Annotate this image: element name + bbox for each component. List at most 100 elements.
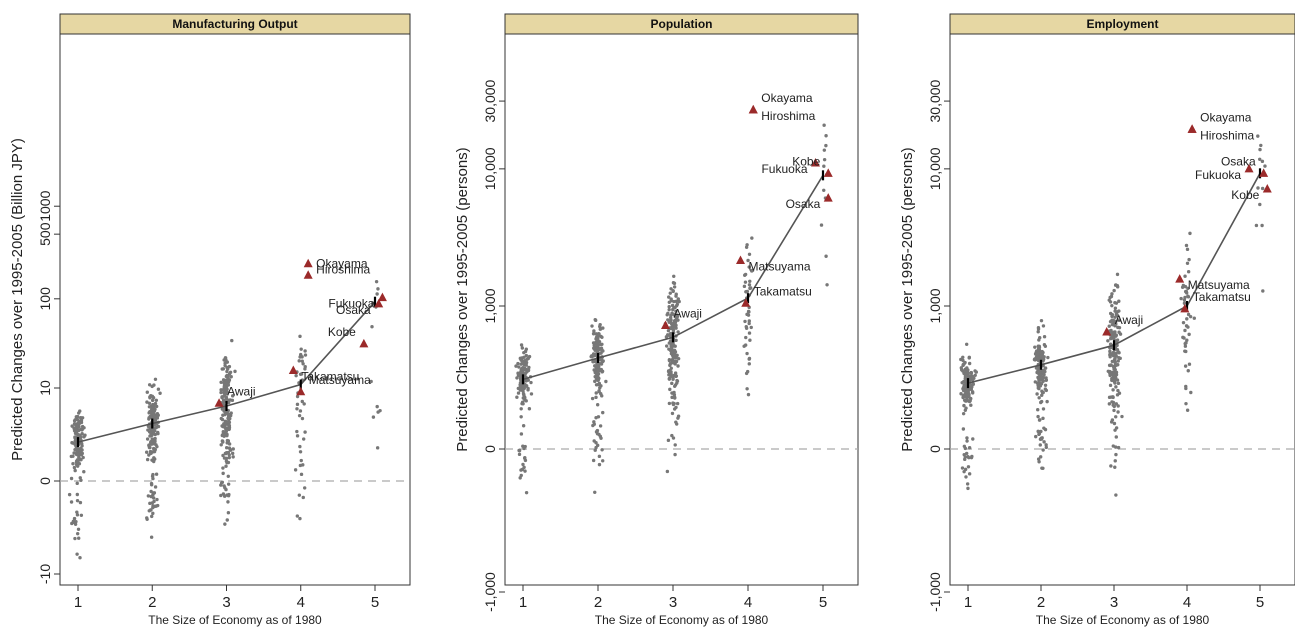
scatter-point [967,455,971,460]
scatter-point [145,516,149,520]
scatter-point [79,418,84,423]
scatter-point [1184,401,1188,406]
scatter-point [220,424,225,428]
scatter-point [1035,392,1039,396]
highlight-point-takamatsu [288,365,298,375]
scatter-point [967,472,972,476]
scatter-point [962,398,967,402]
scatter-point [590,396,595,401]
scatter-point [671,341,675,346]
scatter-point [672,285,677,289]
scatter-point [965,439,969,443]
scatter-point [597,332,601,336]
scatter-point [970,375,975,379]
scatter-point [973,373,977,377]
scatter-point [744,290,748,294]
scatter-point [1113,300,1117,305]
scatter-point [1043,427,1048,432]
scatter-point [1038,418,1042,422]
scatter-point [521,424,526,428]
scatter-point [156,431,160,436]
scatter-point [82,470,86,474]
scatter-point [1180,285,1185,290]
scatter-point [1112,336,1116,341]
point-label: Okayama [316,256,368,270]
scatter-point [370,325,374,329]
scatter-point [964,406,968,410]
scatter-point [591,332,596,336]
scatter-point [153,377,158,381]
scatter-point [673,344,677,348]
scatter-point [1113,428,1117,432]
scatter-point [971,382,976,386]
scatter-point [1116,349,1120,354]
scatter-point [594,335,599,339]
scatter-point [146,428,150,432]
scatter-point [675,379,680,383]
scatter-point [1112,330,1116,334]
scatter-point [147,383,152,387]
scatter-point [151,504,155,508]
scatter-point [298,334,302,339]
scatter-point [1182,336,1186,340]
scatter-point [522,384,526,389]
scatter-point [1039,354,1044,358]
scatter-point [594,391,598,395]
scatter-point [595,403,600,407]
scatter-point [375,404,379,409]
scatter-point [1113,465,1117,469]
scatter-point [745,351,749,356]
x-axis-label: The Size of Economy as of 1980 [1036,613,1210,627]
scatter-point [295,407,299,411]
plot-frame [949,33,1295,586]
scatter-point [1041,407,1046,411]
scatter-point [523,398,527,402]
scatter-point [1112,421,1117,426]
scatter-point [967,356,971,360]
scatter-point [298,450,303,454]
scatter-point [1117,299,1121,303]
scatter-point [148,396,152,400]
scatter-point [589,354,593,359]
scatter-point [673,396,677,400]
scatter-point [822,164,826,168]
scatter-point [1039,399,1044,404]
scatter-point [74,463,79,467]
scatter-point [1183,328,1187,333]
background-points [514,123,829,495]
scatter-point [1108,349,1112,354]
scatter-point [668,291,672,295]
scatter-point [744,326,749,330]
scatter-point [523,469,527,473]
scatter-point [1035,370,1040,374]
scatter-point [527,354,532,359]
scatter-point [522,361,526,366]
scatter-point [671,288,675,293]
scatter-point [80,416,85,420]
scatter-point [822,123,826,127]
scatter-point [1183,349,1187,353]
scatter-point [302,402,306,406]
scatter-point [745,369,750,374]
panel-header [504,13,859,35]
scatter-point [824,134,828,138]
scatter-point [72,451,76,455]
scatter-point [1108,342,1113,346]
scatter-point [597,389,601,393]
x-axis-label: The Size of Economy as of 1980 [595,613,769,627]
scatter-point [1114,370,1119,375]
scatter-point [674,374,679,378]
scatter-point [295,429,299,434]
scatter-point [747,357,751,361]
scatter-point [1113,309,1117,313]
scatter-point [226,474,230,478]
y-tick-label: 10 [37,380,53,396]
scatter-point [76,428,81,433]
scatter-point [668,332,673,336]
scatter-point [518,388,523,392]
x-tick-label: 2 [1037,594,1045,611]
scatter-point [229,375,233,379]
scatter-point [1034,434,1038,439]
x-tick-label: 4 [744,594,752,611]
y-tick-label: 10,000 [927,147,943,190]
